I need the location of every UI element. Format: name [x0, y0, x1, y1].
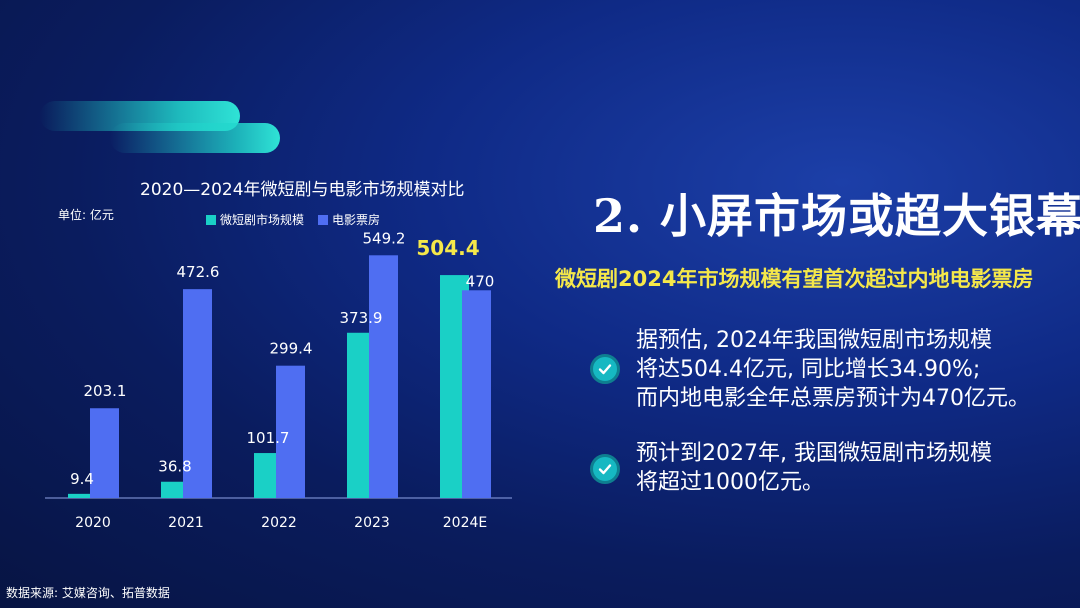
bullet-line: 而内地电影全年总票房预计为470亿元。: [636, 386, 1030, 411]
bullet-line: 将超过1000亿元。: [636, 470, 824, 495]
chart-title: 2020—2024年微短剧与电影市场规模对比: [140, 180, 465, 200]
chart-legend: 微短剧市场规模 电影票房: [206, 211, 394, 228]
data-label-box-office-2024E: 470: [466, 272, 495, 290]
data-label-box-office-2021: 472.6: [177, 263, 220, 281]
bullet-item-2: 预计到2027年, 我国微短剧市场规模 将超过1000亿元。: [590, 439, 992, 497]
data-label-box-office-2022: 299.4: [270, 340, 313, 358]
legend-swatch-box-office: [318, 214, 329, 225]
data-source: 数据来源: 艾媒咨询、拓普数据: [6, 586, 170, 600]
legend-swatch-short-drama: [206, 214, 216, 225]
unit-label: 单位: 亿元: [58, 208, 114, 222]
legend-label-box-office: 电影票房: [332, 213, 381, 227]
data-label-short-drama-2023: 373.9: [340, 309, 383, 327]
bullet-text-1: 据预估, 2024年我国微短剧市场规模 将达504.4亿元, 同比增长34.90…: [636, 326, 1030, 413]
x-tick-label-2021: 2021: [168, 515, 204, 531]
x-tick-label-2023: 2023: [354, 515, 390, 531]
page-title: 2. 小屏市场或超大银幕: [593, 189, 1080, 243]
data-label-short-drama-2022: 101.7: [247, 429, 290, 447]
bullet-line: 预计到2027年, 我国微短剧市场规模: [636, 441, 992, 466]
x-tick-label-2022: 2022: [261, 515, 297, 531]
bullet-line: 据预估, 2024年我国微短剧市场规模: [636, 328, 992, 353]
page-subtitle: 微短剧2024年市场规模有望首次超过内地电影票房: [555, 267, 1034, 291]
check-icon: [590, 454, 620, 484]
bar-box-office-2024E: [462, 290, 491, 498]
bar-box-office-2020: [90, 408, 119, 498]
bullet-item-1: 据预估, 2024年我国微短剧市场规模 将达504.4亿元, 同比增长34.90…: [590, 326, 1030, 413]
x-tick-label-2020: 2020: [75, 515, 111, 531]
data-label-box-office-2023: 549.2: [363, 229, 406, 247]
bar-short-drama-2020: [68, 493, 97, 498]
bar-chart: 9.4 203.1 2020 36.8 472.6 2021 101.7 299.4 2022 3…: [45, 229, 512, 531]
bar-box-office-2023: [369, 255, 398, 498]
bar-box-office-2022: [276, 365, 305, 498]
legend-item-short-drama: 微短剧市场规模: [206, 211, 304, 228]
legend-item-box-office: 电影票房: [318, 211, 380, 228]
bar-box-office-2021: [183, 289, 212, 498]
check-icon: [590, 354, 620, 384]
decorative-stripe-2: [110, 123, 280, 153]
legend-label-short-drama: 微短剧市场规模: [220, 213, 305, 227]
bullet-text-2: 预计到2027年, 我国微短剧市场规模 将超过1000亿元。: [636, 439, 992, 497]
bar-short-drama-2021: [161, 481, 190, 498]
bullet-line: 将达504.4亿元, 同比增长34.90%;: [636, 357, 981, 382]
data-label-short-drama-2024E: 504.4: [416, 236, 479, 260]
x-tick-label-2024E: 2024E: [443, 515, 487, 531]
data-label-short-drama-2020: 9.4: [70, 470, 94, 488]
data-label-short-drama-2021: 36.8: [158, 458, 191, 476]
data-label-box-office-2020: 203.1: [84, 382, 127, 400]
